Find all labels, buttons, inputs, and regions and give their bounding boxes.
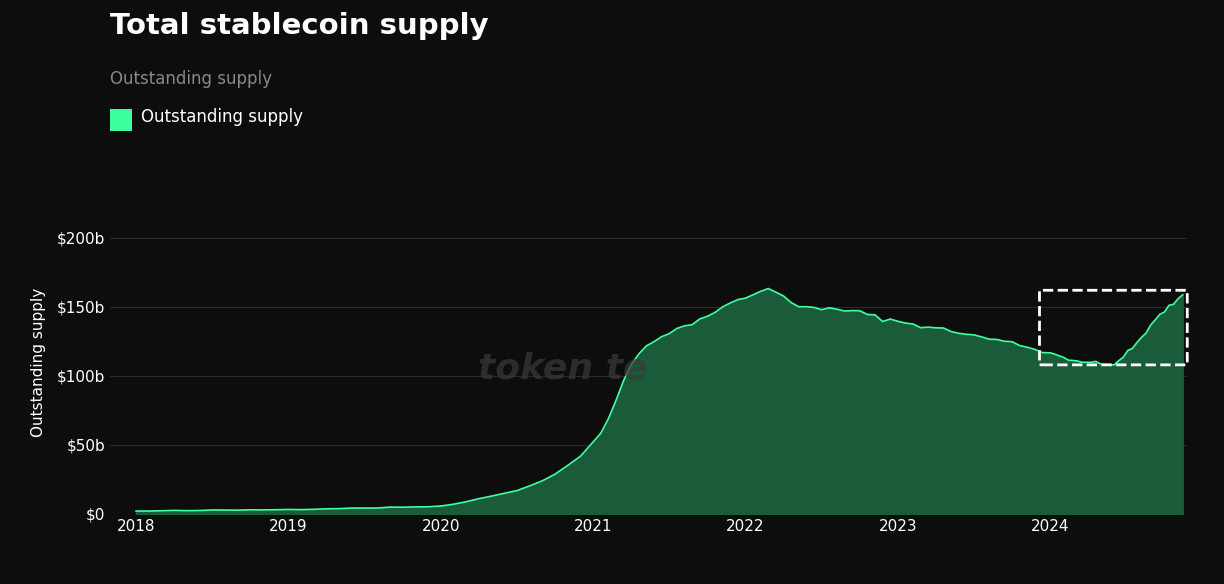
Text: Total stablecoin supply: Total stablecoin supply xyxy=(110,12,488,40)
Y-axis label: Outstanding supply: Outstanding supply xyxy=(31,287,45,437)
Text: Outstanding supply: Outstanding supply xyxy=(110,70,272,88)
Text: token te: token te xyxy=(477,351,647,385)
Text: Outstanding supply: Outstanding supply xyxy=(141,108,302,126)
